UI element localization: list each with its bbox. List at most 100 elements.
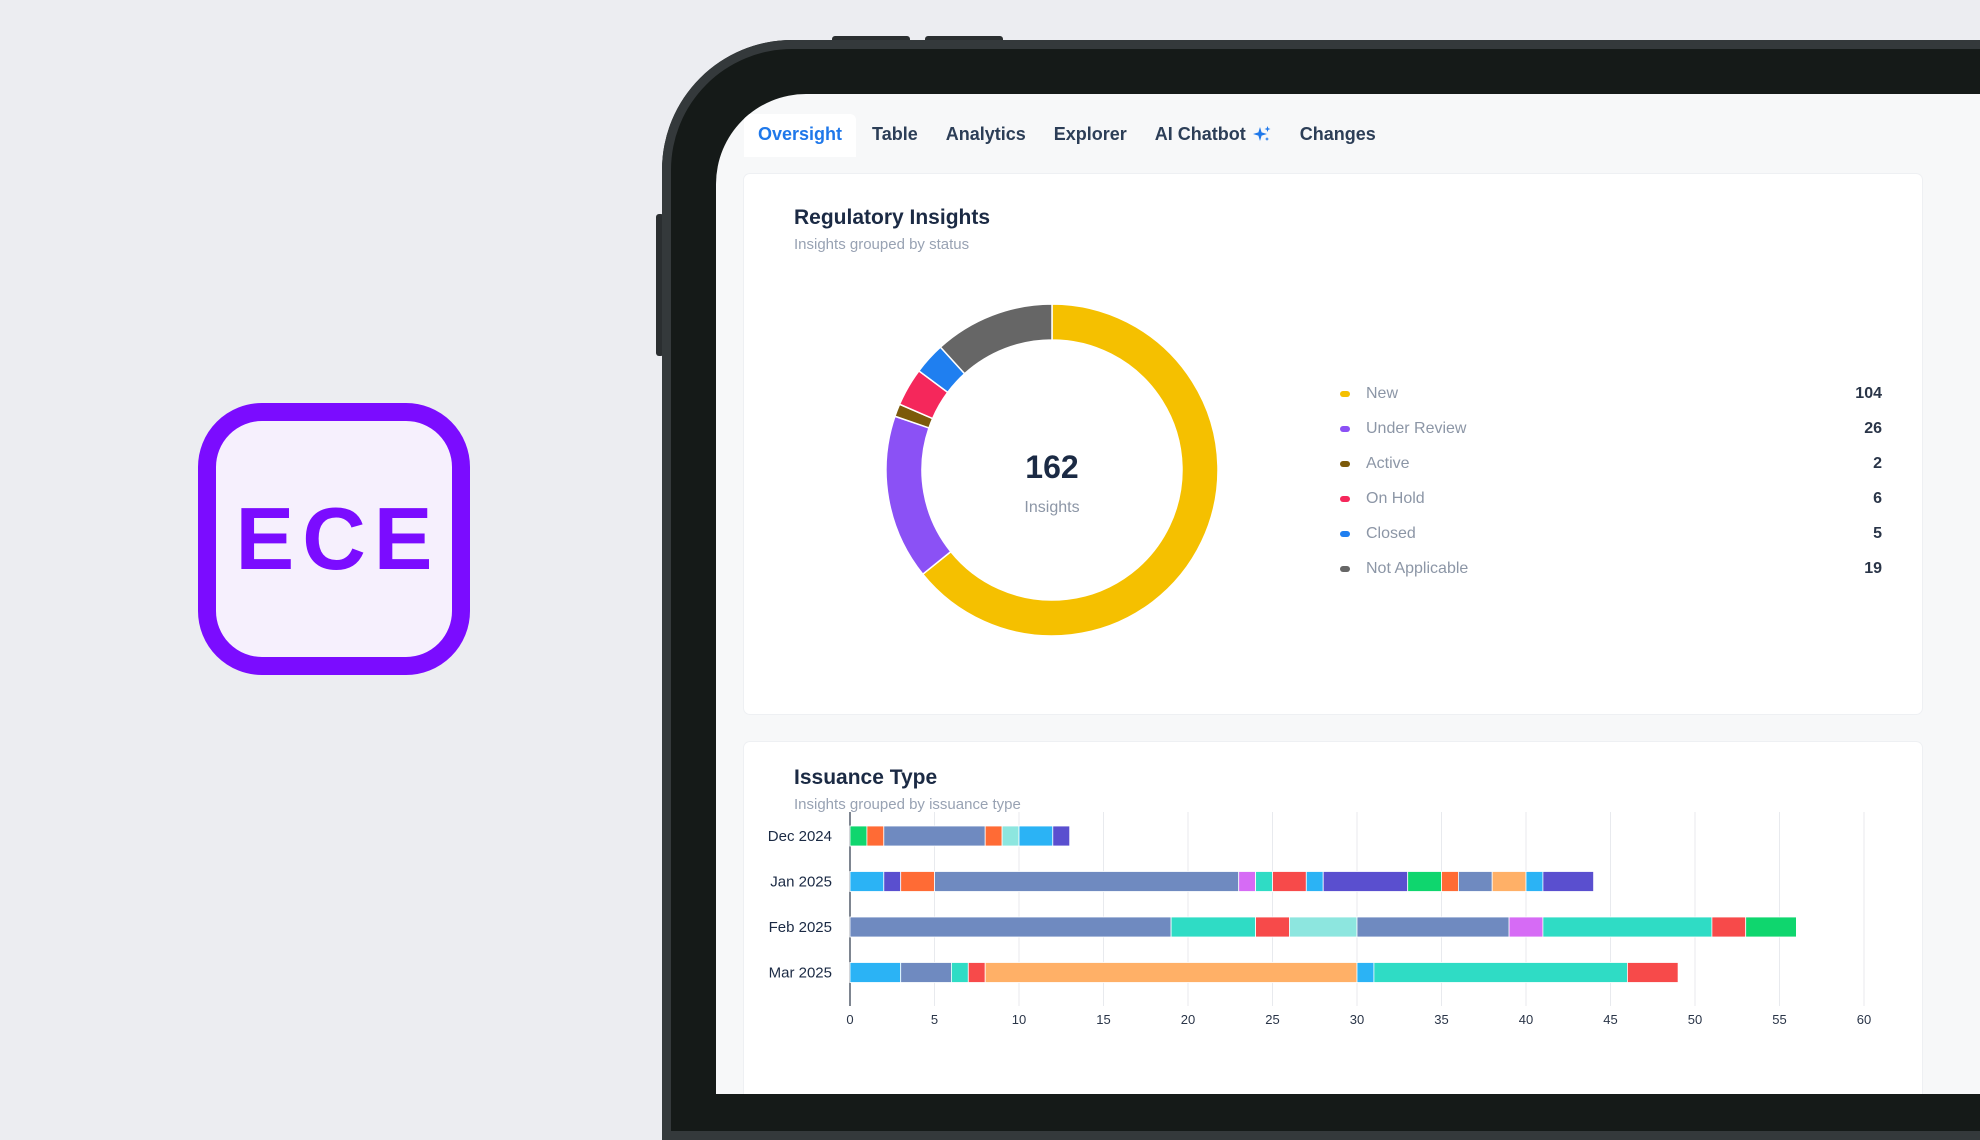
- bar-segment[interactable]: [849, 916, 1172, 938]
- legend-swatch: [1340, 425, 1350, 432]
- legend-label: On Hold: [1366, 489, 1425, 507]
- bar-segment[interactable]: [849, 871, 885, 892]
- x-tick-label: 25: [1265, 1012, 1279, 1027]
- status-donut-chart: 162 Insights: [885, 303, 1219, 637]
- issuance-card-title: Issuance Type: [794, 766, 938, 789]
- legend-swatch: [1340, 565, 1350, 572]
- bar-segment[interactable]: [1052, 825, 1071, 847]
- tab-table-label: Table: [872, 124, 918, 144]
- legend-label: Under Review: [1366, 419, 1467, 437]
- legend-item-new[interactable]: New 104: [1340, 376, 1882, 411]
- sparkle-icon: [1252, 125, 1271, 141]
- legend-item-not-applicable[interactable]: Not Applicable 19: [1340, 551, 1882, 586]
- app-logo: ECE: [198, 403, 470, 675]
- bar-segment[interactable]: [1458, 871, 1493, 892]
- legend-swatch: [1340, 530, 1350, 537]
- tab-ai-chatbot[interactable]: AI Chatbot: [1141, 114, 1286, 157]
- logo-text: ECE: [235, 489, 441, 588]
- tab-analytics-label: Analytics: [945, 124, 1026, 144]
- bar-segment[interactable]: [1542, 916, 1713, 938]
- bar-segment[interactable]: [1255, 871, 1273, 892]
- bar-segment[interactable]: [1711, 916, 1747, 938]
- bar-segment[interactable]: [1491, 871, 1527, 892]
- tab-changes[interactable]: Changes: [1286, 114, 1390, 157]
- x-tick-label: 60: [1857, 1012, 1871, 1027]
- bar-segment[interactable]: [849, 825, 868, 847]
- bar-segment[interactable]: [1001, 825, 1020, 847]
- bar-segment[interactable]: [866, 825, 885, 847]
- bar-segment[interactable]: [1238, 871, 1257, 892]
- bar-segment[interactable]: [934, 871, 1240, 892]
- bar-segment[interactable]: [1627, 962, 1679, 983]
- legend-item-under-review[interactable]: Under Review 26: [1340, 411, 1882, 446]
- legend-item-active[interactable]: Active 2: [1340, 446, 1882, 481]
- bar-segment[interactable]: [1508, 916, 1544, 938]
- issuance-bar-chart: 0 5 10 15 20 25 30 35 40 45 50 55 60 Dec 2024 Jan 2025…: [768, 812, 1871, 1027]
- bar-segment[interactable]: [1255, 916, 1290, 938]
- bar-segment[interactable]: [1305, 871, 1324, 892]
- legend-value: 26: [1864, 419, 1882, 437]
- donut-center-label: Insights: [1024, 499, 1079, 516]
- legend-label: Not Applicable: [1366, 559, 1469, 577]
- tablet-side-button: [656, 214, 664, 356]
- x-tick-label: 15: [1096, 1012, 1110, 1027]
- legend-item-on-hold[interactable]: On Hold 6: [1340, 481, 1882, 516]
- legend-label: Active: [1366, 454, 1410, 472]
- bar-segment[interactable]: [1373, 962, 1628, 983]
- bar-segment[interactable]: [1170, 916, 1257, 938]
- tab-changes-label: Changes: [1299, 124, 1376, 144]
- donut-slice-new[interactable]: [921, 303, 1219, 637]
- bar-segment[interactable]: [950, 962, 969, 983]
- status-legend: New 104 Under Review 26 Active 2 On Hold 6 Close…: [1340, 376, 1882, 586]
- x-tick-label: 5: [931, 1012, 938, 1027]
- legend-value: 5: [1873, 524, 1882, 542]
- bar-segment[interactable]: [984, 825, 1003, 847]
- tab-analytics[interactable]: Analytics: [932, 114, 1040, 157]
- tab-explorer[interactable]: Explorer: [1040, 114, 1141, 157]
- bar-segment[interactable]: [984, 962, 1358, 983]
- x-tick-label: 20: [1181, 1012, 1195, 1027]
- bar-segment[interactable]: [1272, 871, 1307, 892]
- legend-label: Closed: [1366, 524, 1416, 542]
- x-tick-label: 50: [1688, 1012, 1702, 1027]
- legend-value: 6: [1873, 489, 1882, 507]
- bar-segment[interactable]: [1407, 871, 1442, 892]
- legend-value: 19: [1864, 559, 1882, 577]
- bar-segment[interactable]: [900, 962, 952, 983]
- bar-segment[interactable]: [1525, 871, 1544, 892]
- tab-explorer-label: Explorer: [1053, 124, 1127, 144]
- donut-slice-not-applicable[interactable]: [939, 303, 1053, 375]
- tab-oversight[interactable]: Oversight: [744, 114, 857, 157]
- donut-center-value: 162: [1025, 449, 1078, 485]
- insights-card-title: Regulatory Insights: [794, 206, 991, 229]
- issuance-card-subtitle: Insights grouped by issuance type: [794, 796, 1021, 813]
- legend-swatch: [1340, 495, 1350, 502]
- insights-card-subtitle: Insights grouped by status: [794, 236, 970, 253]
- category-label: Mar 2025: [769, 965, 832, 982]
- regulatory-insights-card: Regulatory Insights Insights grouped by …: [744, 174, 1922, 714]
- bar-segment[interactable]: [900, 871, 935, 892]
- legend-swatch: [1340, 460, 1350, 467]
- tab-ai-chatbot-label: AI Chatbot: [1154, 124, 1246, 144]
- bar-segment[interactable]: [849, 962, 902, 983]
- bar-segment[interactable]: [1542, 871, 1595, 892]
- bar-segment[interactable]: [883, 871, 902, 892]
- x-tick-label: 30: [1350, 1012, 1364, 1027]
- tab-table[interactable]: Table: [858, 114, 932, 157]
- x-tick-label: 35: [1434, 1012, 1448, 1027]
- bar-segment[interactable]: [1356, 916, 1510, 938]
- bar-segment[interactable]: [1441, 871, 1459, 892]
- bar-segment[interactable]: [1018, 825, 1054, 847]
- x-tick-label: 40: [1519, 1012, 1533, 1027]
- bar-segment[interactable]: [967, 962, 986, 983]
- bar-segment[interactable]: [883, 825, 986, 847]
- bar-segment[interactable]: [1356, 962, 1375, 983]
- legend-value: 2: [1873, 454, 1882, 472]
- bar-segment[interactable]: [1289, 916, 1358, 938]
- bar-segment[interactable]: [1322, 871, 1409, 892]
- legend-item-closed[interactable]: Closed 5: [1340, 516, 1882, 551]
- donut-slice-under-review[interactable]: [885, 415, 952, 576]
- bar-segment[interactable]: [1745, 916, 1797, 938]
- x-tick-label: 0: [846, 1012, 853, 1027]
- tab-bar: Oversight Table Analytics Explorer AI Ch…: [744, 114, 1390, 157]
